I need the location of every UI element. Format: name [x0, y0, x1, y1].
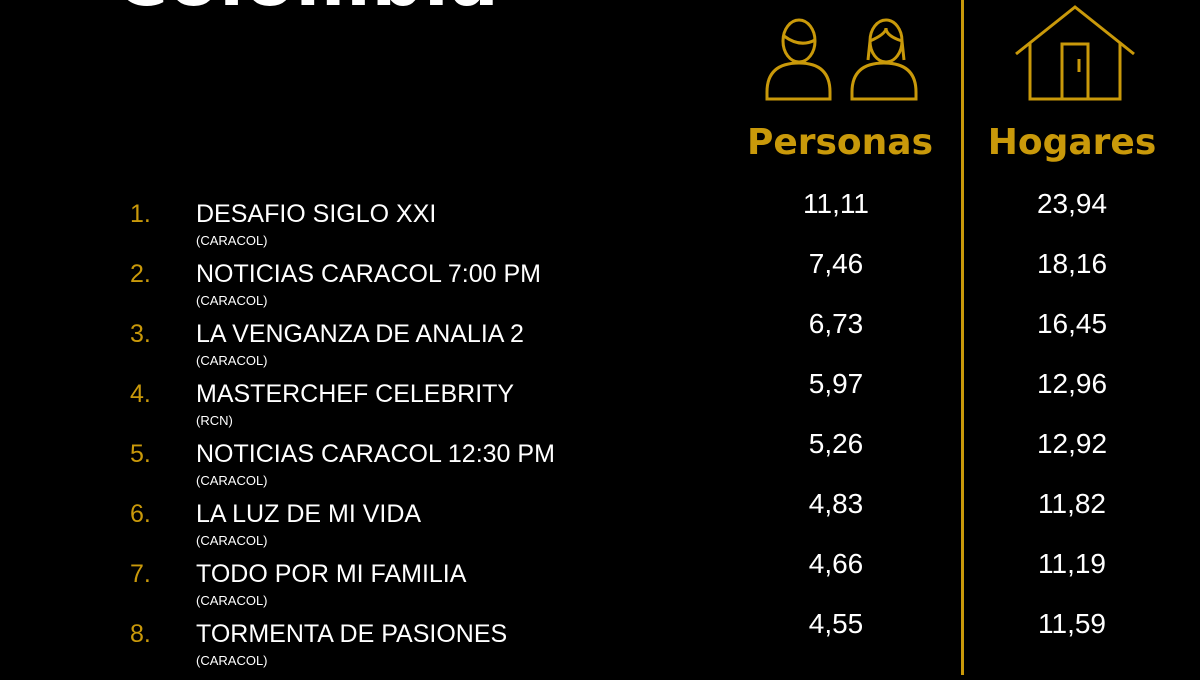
hogares-value: 11,82 [1038, 488, 1106, 519]
personas-value: 5,26 [808, 428, 864, 459]
column-divider [961, 0, 964, 675]
rank: 5. [130, 440, 151, 468]
program-name: LA VENGANZA DE ANALIA 2 [196, 320, 524, 348]
house-icon [1015, 5, 1135, 101]
channel-name: (CARACOL) [196, 233, 268, 248]
program-name: LA LUZ DE MI VIDA [196, 500, 422, 528]
personas-value: 4,55 [808, 608, 864, 639]
hogares-value: 18,16 [1036, 248, 1108, 279]
personas-value: 4,83 [808, 488, 864, 519]
channel-name: (CARACOL) [196, 593, 268, 608]
channel-name: (CARACOL) [196, 353, 268, 368]
column-header-hogares: Hogares [987, 122, 1157, 163]
channel-name: (CARACOL) [196, 473, 268, 488]
rank: 8. [130, 620, 151, 648]
personas-value: 5,97 [808, 368, 864, 399]
program-name: DESAFIO SIGLO XXI [196, 200, 437, 228]
personas-value: 6,73 [808, 308, 864, 339]
rank: 1. [130, 200, 151, 228]
program-name: TODO POR MI FAMILIA [196, 560, 467, 588]
table-row: 5. NOTICIAS CARACOL 12:30 PM (CARACOL) 5,26… [0, 428, 1200, 500]
personas-value: 4,66 [808, 548, 864, 579]
hogares-value: 12,92 [1036, 428, 1108, 459]
hogares-value: 11,59 [1038, 608, 1106, 639]
channel-name: (CARACOL) [196, 533, 268, 548]
channel-name: (CARACOL) [196, 293, 268, 308]
program-name: NOTICIAS CARACOL 7:00 PM [196, 260, 541, 288]
personas-value: 7,46 [808, 248, 864, 279]
table-row: 6. LA LUZ DE MI VIDA (CARACOL) 4,83 11,82 [0, 488, 1200, 560]
table-row: 2. NOTICIAS CARACOL 7:00 PM (CARACOL) 7,46 1… [0, 248, 1200, 320]
table-row: 8. TORMENTA DE PASIONES (CARACOL) 4,55 11,59 [0, 608, 1200, 680]
hogares-value: 12,96 [1036, 368, 1108, 399]
column-header-personas: Personas [746, 122, 934, 163]
program-name: MASTERCHEF CELEBRITY [196, 380, 515, 408]
program-name: NOTICIAS CARACOL 12:30 PM [196, 440, 555, 468]
rank: 4. [130, 380, 151, 408]
rank: 7. [130, 560, 151, 588]
table-row: 4. MASTERCHEF CELEBRITY (RCN) 5,97 12,96 [0, 368, 1200, 440]
rank: 6. [130, 500, 151, 528]
table-row: 1. DESAFIO SIGLO XXI (CARACOL) 11,11 23,94 [0, 188, 1200, 260]
table-row: 7. TODO POR MI FAMILIA (CARACOL) 4,66 11,19 [0, 548, 1200, 620]
hogares-value: 16,45 [1036, 308, 1108, 339]
hogares-value: 23,94 [1036, 188, 1108, 219]
channel-name: (CARACOL) [196, 653, 268, 668]
channel-name: (RCN) [196, 413, 233, 428]
personas-value: 11,11 [803, 188, 869, 219]
program-name: TORMENTA DE PASIONES [196, 620, 508, 648]
rank: 2. [130, 260, 151, 288]
hogares-value: 11,19 [1038, 548, 1106, 579]
table-row: 3. LA VENGANZA DE ANALIA 2 (CARACOL) 6,73 16… [0, 308, 1200, 380]
persons-icon [765, 18, 918, 101]
rank: 3. [130, 320, 151, 348]
page-title: Colombia [115, 0, 499, 22]
